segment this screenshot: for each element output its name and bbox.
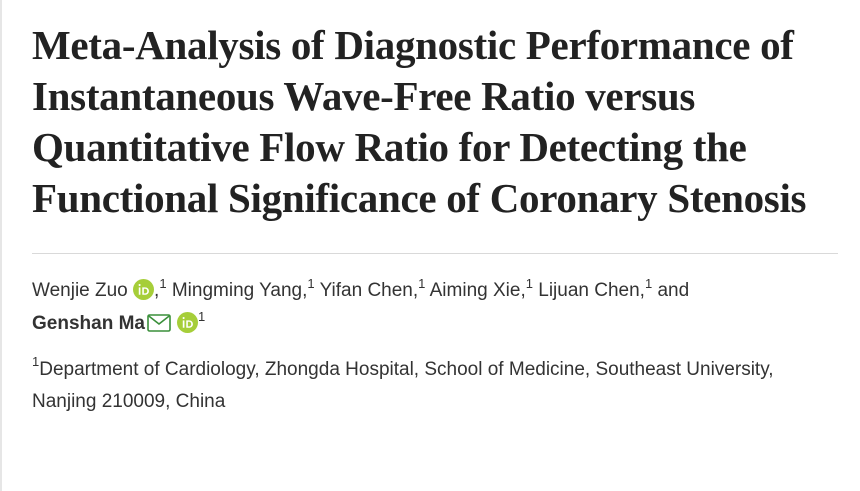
- affiliation-mark[interactable]: 1: [197, 308, 206, 324]
- author-name[interactable]: Lijuan Chen: [538, 280, 640, 301]
- affiliation-text: Department of Cardiology, Zhongda Hospit…: [32, 359, 774, 412]
- author-yifan-chen: Yifan Chen,1: [319, 277, 426, 301]
- author-name[interactable]: Mingming Yang: [171, 280, 303, 301]
- and-conjunction: and: [657, 280, 690, 301]
- orcid-icon[interactable]: [176, 312, 198, 333]
- affiliation-mark[interactable]: 1: [307, 275, 315, 291]
- orcid-icon[interactable]: [133, 279, 155, 300]
- affiliation: 1Department of Cardiology, Zhongda Hospi…: [32, 354, 792, 418]
- author-genshan-ma: Genshan Ma 1: [32, 310, 205, 334]
- affiliation-mark[interactable]: 1: [159, 275, 167, 291]
- author-name[interactable]: Genshan Ma: [32, 313, 145, 334]
- author-name[interactable]: Yifan Chen: [319, 280, 413, 301]
- author-mingming-yang: Mingming Yang,1: [171, 277, 315, 301]
- author-separator: ,: [412, 280, 419, 301]
- author-separator: ,: [302, 280, 308, 301]
- author-separator: ,: [154, 280, 160, 301]
- author-list: Wenjie Zuo ,1 Mingming Yang,1 Yifan Chen…: [32, 274, 840, 340]
- author-separator: ,: [520, 280, 526, 301]
- divider: [32, 253, 838, 254]
- author-separator: ,: [639, 280, 645, 301]
- author-wenjie-zuo: Wenjie Zuo ,1: [32, 277, 167, 301]
- article-title: Meta-Analysis of Diagnostic Performance …: [32, 22, 807, 221]
- mail-icon[interactable]: [147, 314, 171, 332]
- affiliation-mark[interactable]: 1: [644, 275, 653, 291]
- author-aiming-xie: Aiming Xie,1: [429, 277, 533, 301]
- article-header: Meta-Analysis of Diagnostic Performance …: [32, 20, 840, 418]
- author-name[interactable]: Aiming Xie: [429, 280, 521, 301]
- author-name[interactable]: Wenjie Zuo: [32, 280, 128, 301]
- affiliation-mark[interactable]: 1: [418, 275, 426, 291]
- affiliation-mark: 1: [32, 353, 40, 369]
- author-lijuan-chen: Lijuan Chen,1: [538, 277, 652, 301]
- left-border: [0, 0, 2, 491]
- affiliation-mark[interactable]: 1: [525, 275, 533, 291]
